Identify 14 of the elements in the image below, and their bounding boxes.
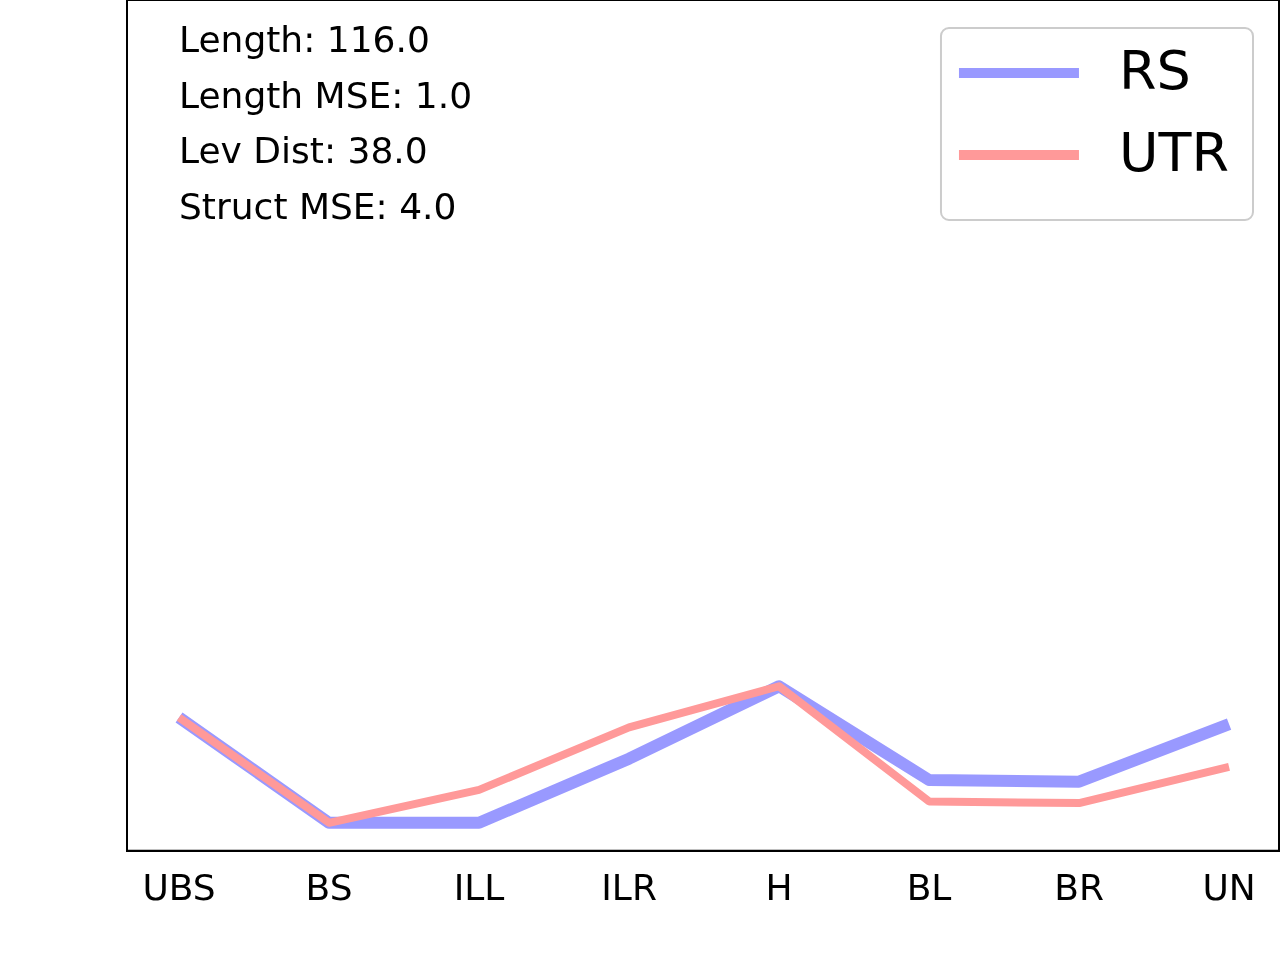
x-tick-label: UBS xyxy=(142,866,216,908)
x-tick-label: UN xyxy=(1202,866,1256,908)
x-tick-label: BS xyxy=(305,866,353,908)
x-tick-label: H xyxy=(765,866,793,908)
text: Lev Dist: 38.0 xyxy=(179,130,428,172)
text: Length: 116.0 xyxy=(179,19,430,61)
text: Length MSE: 1.0 xyxy=(179,74,473,116)
x-tick-label: ILL xyxy=(453,866,505,908)
x-tick-label: ILR xyxy=(601,866,657,908)
legend-label: UTR xyxy=(1118,121,1229,185)
x-tick-label: BL xyxy=(906,866,952,908)
x-tick-label: BR xyxy=(1054,866,1104,908)
text: Struct MSE: 4.0 xyxy=(179,185,457,227)
legend-label: RS xyxy=(1118,39,1191,103)
